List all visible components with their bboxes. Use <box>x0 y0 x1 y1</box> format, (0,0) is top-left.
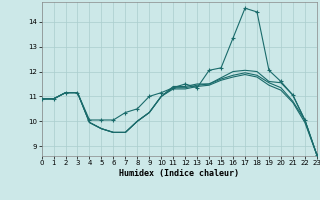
X-axis label: Humidex (Indice chaleur): Humidex (Indice chaleur) <box>119 169 239 178</box>
